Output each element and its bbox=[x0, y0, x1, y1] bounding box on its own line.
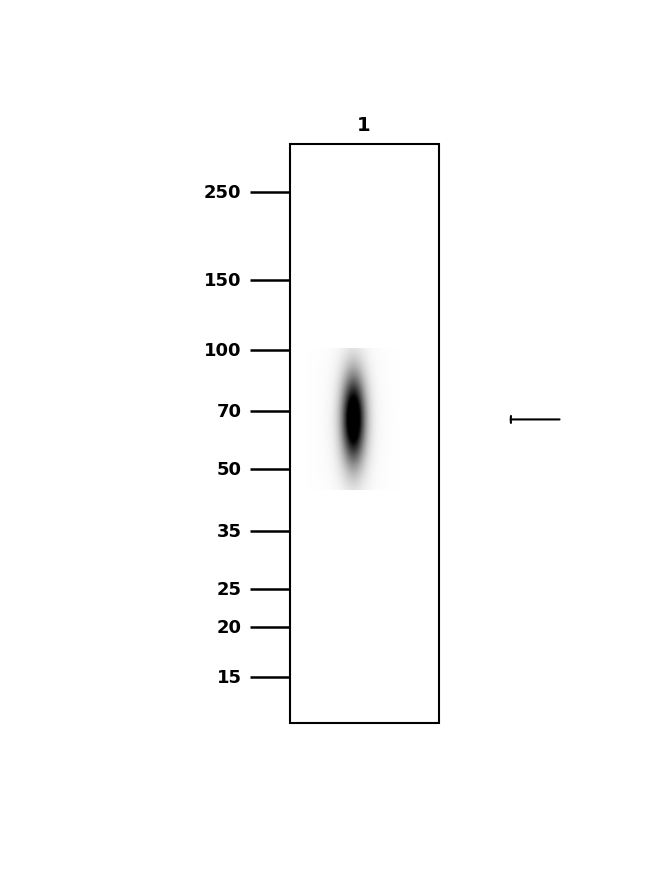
Text: 15: 15 bbox=[216, 668, 241, 687]
Text: 250: 250 bbox=[204, 184, 241, 202]
Text: 70: 70 bbox=[216, 403, 241, 421]
Text: 50: 50 bbox=[216, 461, 241, 479]
Text: 20: 20 bbox=[216, 619, 241, 637]
Text: 25: 25 bbox=[216, 580, 241, 598]
Text: 100: 100 bbox=[204, 342, 241, 360]
Text: 1: 1 bbox=[357, 116, 370, 136]
Text: 35: 35 bbox=[216, 522, 241, 541]
Bar bbox=[291, 144, 439, 723]
Text: 150: 150 bbox=[204, 272, 241, 289]
